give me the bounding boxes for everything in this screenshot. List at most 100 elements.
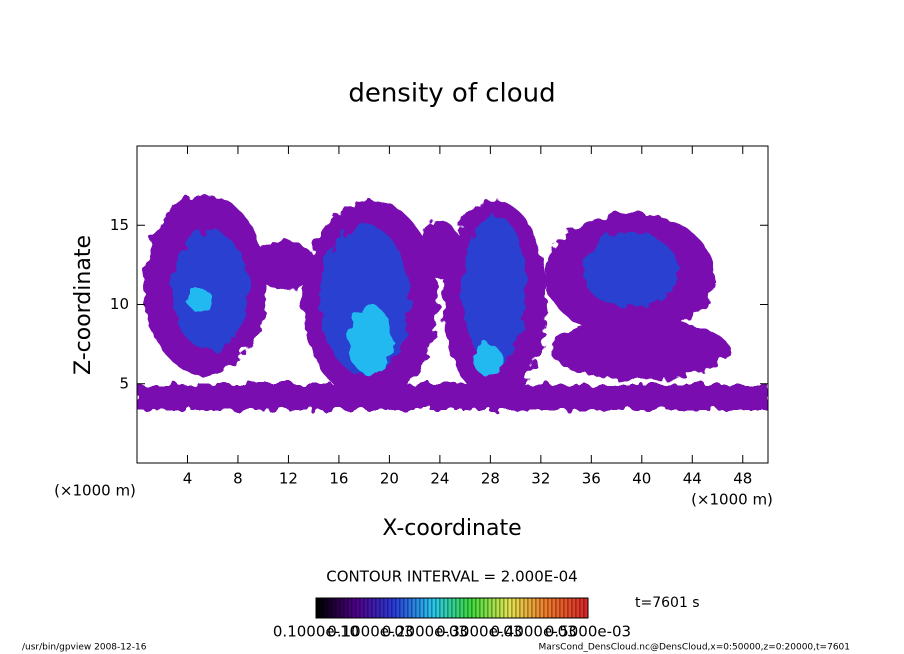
colorbar-stripe xyxy=(575,597,581,619)
colorbar-stripe xyxy=(327,597,333,619)
colorbar-stripe xyxy=(487,597,493,619)
colorbar-stripe xyxy=(471,597,477,619)
x-tick-label: 44 xyxy=(683,470,702,488)
colorbar-stripe xyxy=(551,597,557,619)
colorbar-stripe xyxy=(371,597,377,619)
y-tick-label: 10 xyxy=(110,295,129,313)
colorbar-stripe xyxy=(535,597,541,619)
colorbar-stripe xyxy=(459,597,465,619)
colorbar-stripe xyxy=(503,597,509,619)
cloud-core xyxy=(172,230,248,350)
colorbar-stripe xyxy=(543,597,549,619)
colorbar-stripe xyxy=(323,597,329,619)
colorbar-stripe xyxy=(523,597,529,619)
colorbar-label: 0.5000e-03 xyxy=(545,623,631,641)
colorbar-stripe xyxy=(447,597,453,619)
colorbar-stripe xyxy=(531,597,537,619)
colorbar-stripe xyxy=(383,597,389,619)
cloud-peak xyxy=(188,288,212,312)
colorbar-stripe xyxy=(411,597,417,619)
cloud-region xyxy=(420,220,460,280)
x-tick-label: 48 xyxy=(733,470,752,488)
colorbar-stripe xyxy=(495,597,501,619)
colorbar-stripe xyxy=(347,597,353,619)
x-tick-label: 40 xyxy=(632,470,651,488)
x-tick-label: 28 xyxy=(481,470,500,488)
cloud-region xyxy=(255,240,315,290)
colorbar-stripe xyxy=(547,597,553,619)
cloud-region xyxy=(137,384,768,410)
colorbar-stripe xyxy=(439,597,445,619)
colorbar-stripe xyxy=(479,597,485,619)
contour-field xyxy=(137,195,768,410)
colorbar-label: 0.1000e-10 xyxy=(273,623,359,641)
time-label: t=7601 s xyxy=(635,595,700,611)
y-tick-label: 15 xyxy=(110,216,129,234)
x-tick-label: 24 xyxy=(430,470,449,488)
colorbar-stripe xyxy=(491,597,497,619)
colorbar-stripe xyxy=(559,597,565,619)
colorbar xyxy=(315,597,589,619)
colorbar-stripe xyxy=(387,597,393,619)
colorbar-stripe xyxy=(407,597,413,619)
colorbar-stripe xyxy=(483,597,489,619)
colorbar-stripe xyxy=(499,597,505,619)
colorbar-stripe xyxy=(403,597,409,619)
colorbar-stripe xyxy=(539,597,545,619)
colorbar-stripe xyxy=(467,597,473,619)
colorbar-stripe xyxy=(563,597,569,619)
chart-title: density of cloud xyxy=(348,79,555,109)
colorbar-stripe xyxy=(427,597,433,619)
colorbar-stripe xyxy=(343,597,349,619)
cloud-peak xyxy=(348,305,392,375)
colorbar-label: 0.3000e-03 xyxy=(436,623,522,641)
y-tick-label: 5 xyxy=(119,374,129,392)
colorbar-stripe xyxy=(339,597,345,619)
colorbar-stripe xyxy=(419,597,425,619)
colorbar-stripe xyxy=(527,597,533,619)
colorbar-stripe xyxy=(435,597,441,619)
colorbar-stripe xyxy=(423,597,429,619)
colorbar-stripe xyxy=(463,597,469,619)
x-tick-label: 16 xyxy=(329,470,348,488)
colorbar-stripe xyxy=(507,597,513,619)
x-tick-label: 20 xyxy=(380,470,399,488)
colorbar-stripe xyxy=(571,597,577,619)
colorbar-stripe xyxy=(379,597,385,619)
colorbar-stripe xyxy=(555,597,561,619)
contour-interval: CONTOUR INTERVAL = 2.000E-04 xyxy=(326,568,577,586)
x-tick-label: 8 xyxy=(233,470,243,488)
colorbar-stripe xyxy=(355,597,361,619)
cloud-core xyxy=(463,215,527,365)
x-tick-label: 12 xyxy=(279,470,298,488)
colorbar-stripe xyxy=(335,597,341,619)
colorbar-stripe xyxy=(367,597,373,619)
colorbar-stripe xyxy=(391,597,397,619)
colorbar-stripe xyxy=(363,597,369,619)
x-unit: (×1000 m) xyxy=(691,491,773,509)
colorbar-stripe xyxy=(315,597,321,619)
y-axis-label: Z-coordinate xyxy=(71,235,96,375)
colorbar-stripe xyxy=(519,597,525,619)
colorbar-stripe xyxy=(375,597,381,619)
colorbar-stripe xyxy=(399,597,405,619)
x-unit-left: (×1000 m) xyxy=(54,482,136,500)
colorbar-stripe xyxy=(443,597,449,619)
colorbar-stripe xyxy=(511,597,517,619)
x-axis-label: X-coordinate xyxy=(382,516,521,541)
colorbar-stripe xyxy=(359,597,365,619)
colorbar-stripe xyxy=(451,597,457,619)
cloud-core xyxy=(582,232,678,308)
colorbar-label: 0.2000e-03 xyxy=(382,623,468,641)
x-tick-label: 36 xyxy=(582,470,601,488)
colorbar-stripe xyxy=(395,597,401,619)
colorbar-label: 0.1000e-03 xyxy=(327,623,413,641)
cloud-peak xyxy=(474,344,502,376)
colorbar-stripe xyxy=(583,597,589,619)
colorbar-stripe xyxy=(455,597,461,619)
colorbar-frame xyxy=(315,597,589,619)
footer-right: MarsCond_DensCloud.nc@DensCloud,x=0:5000… xyxy=(539,643,851,653)
colorbar-label: 0.4000e-03 xyxy=(490,623,576,641)
colorbar-stripe xyxy=(431,597,437,619)
